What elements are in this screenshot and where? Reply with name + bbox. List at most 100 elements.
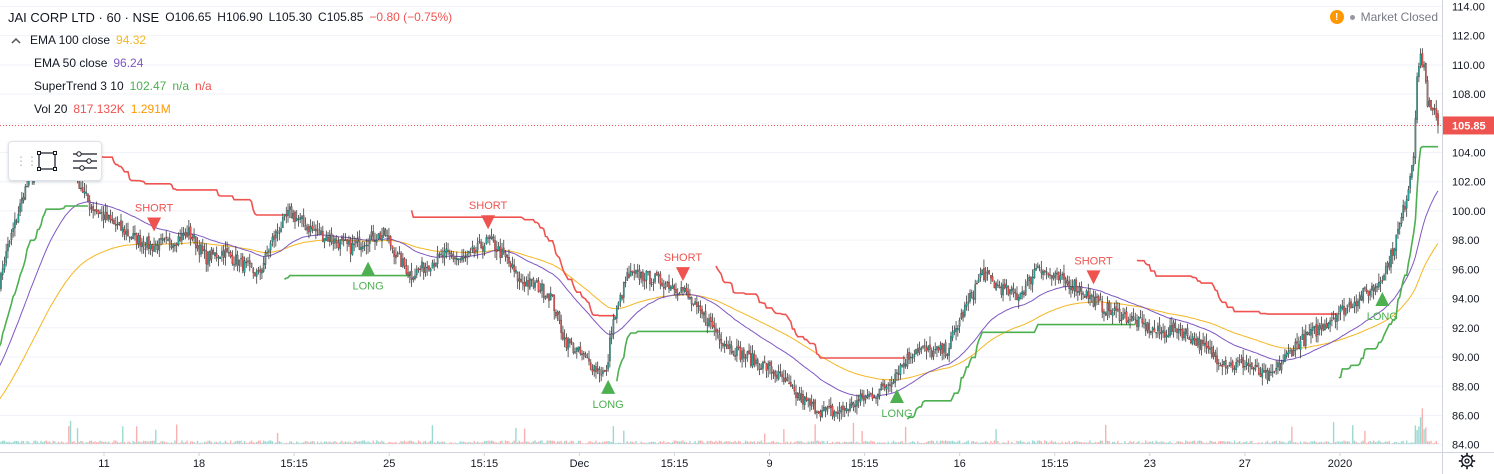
- candle-body: [1174, 323, 1177, 329]
- volume-bar: [913, 441, 916, 444]
- candle: [1261, 363, 1264, 386]
- candle-body: [979, 273, 982, 278]
- candle: [1259, 366, 1262, 378]
- candle: [755, 354, 757, 367]
- y-tick-label: 94.00: [1452, 294, 1480, 306]
- candle: [508, 249, 510, 267]
- candle-body: [1221, 364, 1224, 367]
- volume-bar: [781, 443, 783, 444]
- candle: [640, 271, 643, 284]
- candle: [835, 411, 837, 417]
- candle-body: [410, 270, 413, 280]
- candle-body: [936, 346, 938, 350]
- candle-body: [896, 372, 898, 374]
- volume-bar: [1150, 441, 1152, 444]
- volume-bar: [993, 440, 996, 444]
- symbol-title[interactable]: JAI CORP LTD · 60 · NSE: [8, 10, 160, 25]
- volume-bar: [113, 440, 115, 444]
- candle: [671, 278, 674, 289]
- candle-body: [1311, 327, 1314, 331]
- candle-body: [1120, 319, 1123, 322]
- volume-bar: [647, 442, 649, 444]
- drag-handle-icon[interactable]: ⋮⋮: [15, 154, 38, 168]
- volume-bar: [906, 443, 909, 444]
- candle-body: [522, 282, 524, 284]
- market-status[interactable]: ! Market Closed: [1329, 10, 1438, 24]
- candle-body: [101, 212, 103, 214]
- volume-bar: [1226, 441, 1229, 444]
- candle: [334, 236, 336, 249]
- volume-bar: [1129, 440, 1131, 444]
- candle-body: [1331, 319, 1333, 321]
- indicator-ema50[interactable]: EMA 50 close 96.24: [8, 52, 452, 75]
- volume-bar: [922, 443, 924, 444]
- volume-bar: [659, 441, 662, 444]
- candle-body: [294, 211, 296, 222]
- candle: [1066, 275, 1069, 286]
- candle: [615, 305, 618, 324]
- candle: [1096, 293, 1098, 306]
- volume-bar: [1416, 430, 1418, 444]
- candle-body: [1202, 339, 1204, 345]
- candle: [147, 232, 150, 255]
- candle: [742, 347, 745, 363]
- candle-body: [1237, 360, 1239, 362]
- candle: [696, 296, 698, 315]
- candle: [26, 180, 28, 188]
- volume-bar: [837, 441, 839, 444]
- candle: [880, 381, 883, 391]
- rectangle-tool-icon[interactable]: [33, 147, 61, 175]
- candle-body: [123, 229, 126, 235]
- candle-body: [1122, 313, 1124, 320]
- candle-body: [217, 257, 220, 259]
- candle-body: [1191, 336, 1194, 344]
- volume-bar: [764, 433, 766, 444]
- volume-bar: [804, 442, 806, 444]
- candle: [939, 341, 942, 356]
- candle-body: [306, 227, 309, 231]
- candle-body: [224, 249, 227, 258]
- y-tick-label: 100.00: [1452, 206, 1486, 218]
- candle-body: [918, 347, 921, 353]
- candle: [1123, 308, 1126, 319]
- volume-bar: [598, 442, 601, 444]
- candle-body: [704, 311, 707, 323]
- candle: [1134, 312, 1137, 325]
- candle: [1068, 276, 1071, 295]
- candle-body: [241, 256, 244, 271]
- candle-body: [1334, 317, 1337, 322]
- candle-body: [1026, 281, 1029, 286]
- indicator-supertrend[interactable]: SuperTrend 3 10 102.47 n/a n/a: [8, 75, 452, 98]
- indicator-ema100[interactable]: EMA 100 close 94.32: [8, 29, 452, 52]
- volume-bar: [1305, 441, 1307, 444]
- candle-body: [892, 381, 895, 384]
- volume-bar: [1016, 440, 1018, 444]
- volume-bar: [1355, 441, 1357, 444]
- line-style-icon[interactable]: [71, 147, 99, 175]
- candle-body: [1424, 63, 1427, 82]
- volume-bar: [327, 442, 329, 444]
- candle-body: [774, 371, 776, 377]
- volume-bar: [678, 441, 681, 444]
- volume-bar: [609, 441, 611, 444]
- volume-bar: [1381, 442, 1384, 444]
- volume-bar: [1108, 441, 1110, 444]
- candle-body: [494, 240, 496, 251]
- volume-bar: [1136, 442, 1138, 444]
- volume-bar: [753, 441, 755, 444]
- candle-body: [821, 409, 823, 417]
- volume-bar: [751, 442, 754, 444]
- indicator-volume[interactable]: Vol 20 817.132K 1.291M: [8, 98, 452, 121]
- candle: [358, 230, 361, 251]
- candle: [1035, 263, 1037, 271]
- volume-bar: [497, 442, 500, 444]
- candle-body: [154, 243, 157, 246]
- candle-body: [904, 364, 907, 366]
- collapse-legend-icon[interactable]: [8, 33, 24, 49]
- volume-bar: [452, 443, 454, 444]
- gear-icon[interactable]: [1458, 452, 1476, 470]
- candle: [3, 256, 6, 273]
- candle-body: [826, 406, 829, 412]
